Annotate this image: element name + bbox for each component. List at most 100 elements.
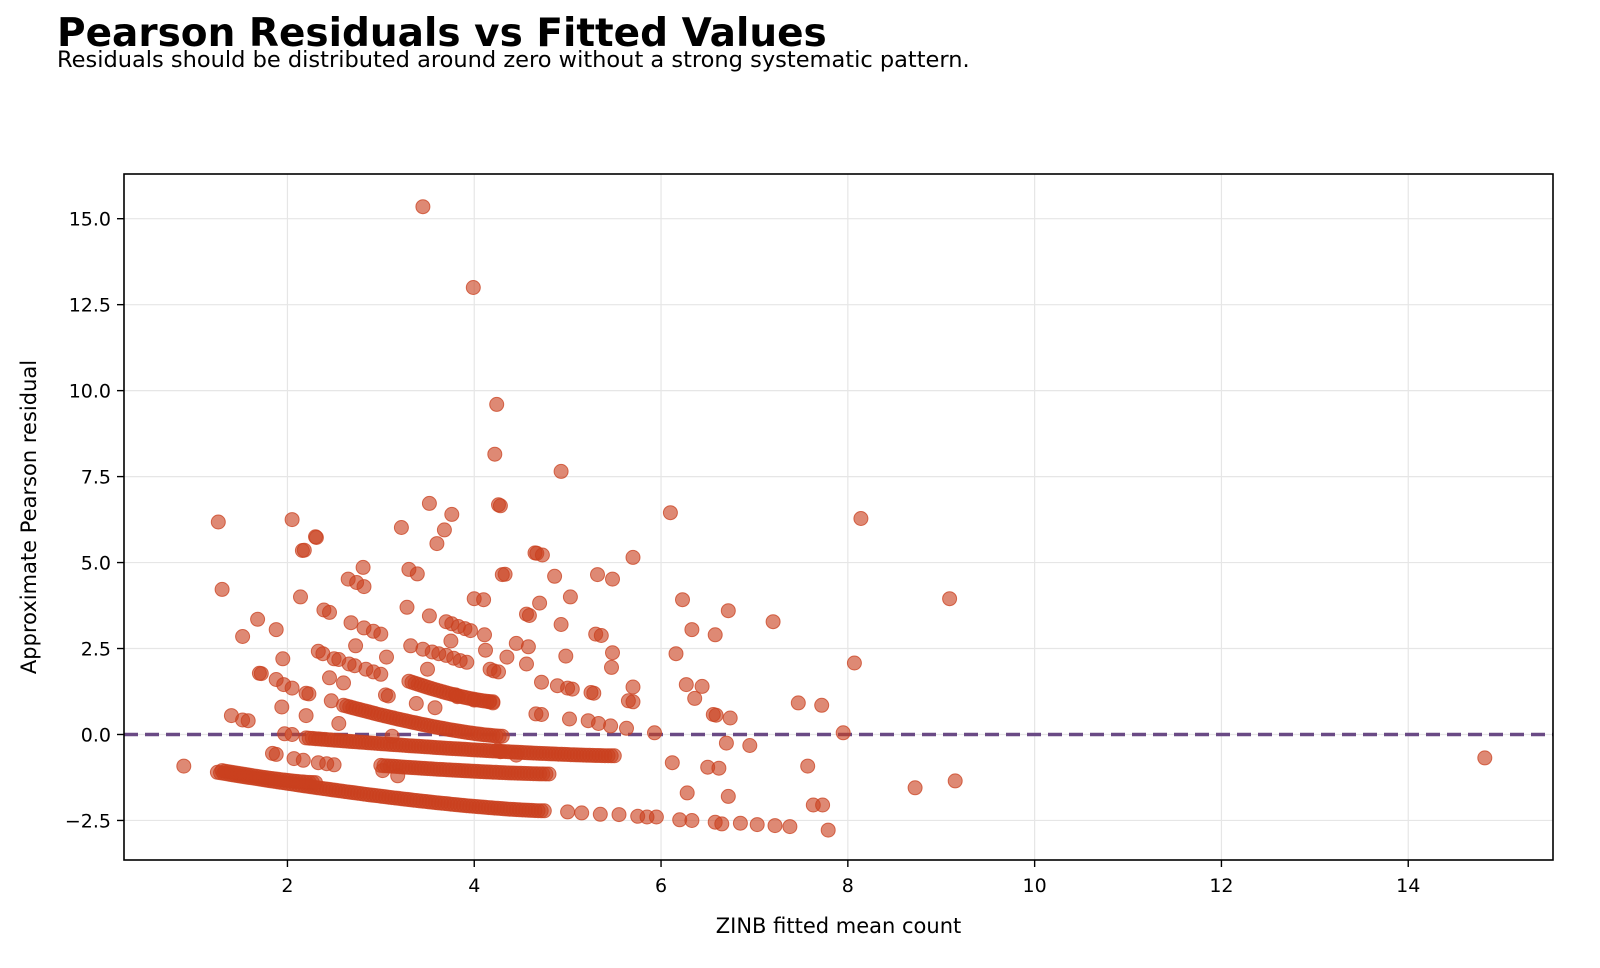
data-point: [603, 718, 619, 734]
data-point: [765, 614, 781, 630]
data-point: [553, 617, 569, 632]
y-axis-label: Approximate Pearson residual: [17, 360, 41, 674]
data-point: [835, 725, 851, 741]
y-tick-label: 15.0: [69, 209, 111, 231]
data-point: [547, 568, 563, 584]
data-point: [322, 604, 337, 620]
data-point: [707, 627, 723, 643]
data-point: [625, 694, 641, 710]
data-point: [268, 622, 284, 638]
data-point: [499, 649, 515, 665]
data-point: [564, 681, 580, 697]
data-point: [684, 622, 700, 638]
data-point: [687, 690, 703, 706]
data-point: [534, 674, 549, 690]
data-point: [250, 611, 266, 627]
data-point: [476, 592, 492, 608]
x-tick-label: 14: [1396, 875, 1420, 897]
data-point: [679, 785, 695, 801]
data-point: [466, 692, 482, 708]
data-point: [355, 559, 371, 575]
data-point: [625, 549, 641, 565]
data-point: [668, 646, 684, 662]
data-point: [800, 758, 816, 774]
data-point: [235, 629, 251, 644]
data-point: [711, 760, 727, 776]
data-point: [846, 655, 862, 671]
data-point: [459, 654, 475, 670]
data-point: [275, 651, 291, 667]
data-point: [591, 716, 606, 731]
data-point: [625, 679, 641, 695]
y-tick-label: 7.5: [81, 467, 111, 489]
data-point: [343, 615, 359, 631]
data-point: [532, 595, 548, 611]
data-point: [508, 747, 524, 763]
data-point: [390, 768, 406, 784]
data-point: [732, 815, 748, 831]
data-point: [814, 697, 830, 713]
plot-frame: [123, 173, 1554, 861]
data-point: [296, 542, 312, 558]
data-point: [492, 498, 508, 514]
data-point: [373, 626, 389, 642]
data-point: [298, 708, 314, 724]
chart-subtitle: Residuals should be distributed around z…: [57, 47, 970, 73]
data-point: [421, 608, 437, 624]
data-point: [415, 199, 431, 215]
data-point: [487, 446, 503, 462]
data-point: [790, 695, 806, 711]
data-point: [399, 599, 415, 615]
data-point: [534, 707, 549, 722]
data-point: [449, 689, 465, 705]
data-point: [558, 648, 574, 664]
data-point: [491, 664, 506, 680]
data-point: [326, 757, 342, 773]
data-point: [718, 735, 734, 751]
data-point: [429, 536, 445, 552]
chart-title: Pearson Residuals vs Fitted Values: [57, 11, 827, 56]
data-point: [562, 589, 578, 605]
data-point: [375, 763, 391, 779]
data-point: [489, 396, 505, 412]
data-point: [253, 666, 269, 682]
data-point: [605, 571, 620, 587]
data-point: [1477, 750, 1493, 766]
data-point: [485, 695, 501, 711]
data-point: [574, 805, 590, 821]
data-point: [684, 813, 700, 828]
data-point: [853, 511, 869, 526]
data-point: [384, 728, 400, 744]
x-tick-label: 4: [468, 875, 480, 897]
y-tick-label: 12.5: [69, 295, 111, 317]
data-point: [647, 725, 662, 741]
data-point: [465, 280, 481, 295]
data-point: [356, 579, 372, 595]
data-point: [380, 688, 396, 704]
data-point: [214, 581, 230, 597]
data-point: [284, 680, 300, 696]
data-point: [722, 710, 738, 726]
data-point: [947, 773, 963, 789]
data-point: [308, 775, 323, 791]
data-point: [409, 566, 425, 582]
data-point: [907, 780, 923, 796]
data-point: [210, 514, 226, 530]
data-point: [520, 639, 536, 655]
data-point: [494, 728, 510, 744]
data-point: [720, 603, 736, 619]
data-point: [443, 633, 459, 649]
data-point: [521, 608, 537, 623]
data-point: [301, 686, 317, 702]
y-axis-ticks: −2.5 0.0 2.5 5.0 7.5 10.0 12.5 15.0: [65, 209, 124, 832]
x-tick-label: 6: [655, 875, 667, 897]
data-point: [323, 693, 339, 709]
data-point: [534, 547, 550, 563]
data-point: [268, 746, 284, 762]
data-point: [393, 520, 409, 535]
data-point: [295, 752, 311, 768]
data-point: [308, 530, 324, 545]
data-point: [605, 645, 620, 661]
data-point: [274, 699, 290, 715]
